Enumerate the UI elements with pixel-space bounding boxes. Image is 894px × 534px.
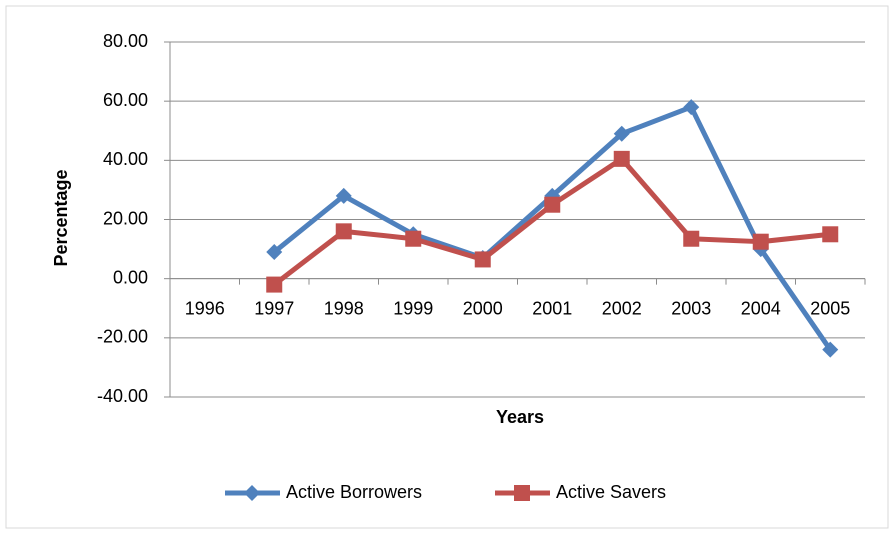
legend-marker: [244, 485, 260, 501]
legend-label: Active Borrowers: [286, 482, 422, 502]
y-tick-label: 60.00: [103, 90, 148, 110]
data-point: [822, 226, 839, 243]
y-tick-label: 0.00: [113, 267, 148, 287]
chart-frame: [5, 5, 889, 529]
data-point: [683, 99, 700, 116]
data-point: [474, 251, 491, 268]
data-point: [266, 244, 283, 261]
y-tick-label: 80.00: [103, 31, 148, 51]
data-point: [613, 125, 630, 142]
data-point: [405, 230, 422, 247]
x-tick-label: 2004: [741, 298, 781, 318]
y-axis-title: Percentage: [51, 169, 71, 266]
data-point: [613, 150, 630, 167]
x-tick-label: 2002: [602, 298, 642, 318]
data-point: [822, 341, 839, 358]
data-point: [335, 223, 352, 240]
y-tick-label: -40.00: [97, 386, 148, 406]
x-tick-label: 2001: [532, 298, 572, 318]
legend-label: Active Savers: [556, 482, 666, 502]
x-axis-title: Years: [496, 407, 544, 427]
legend-marker: [514, 485, 530, 501]
y-tick-label: -20.00: [97, 327, 148, 347]
x-tick-label: 1996: [185, 298, 225, 318]
data-point: [683, 230, 700, 247]
data-point: [544, 196, 561, 213]
x-tick-label: 1999: [393, 298, 433, 318]
x-tick-label: 1997: [254, 298, 294, 318]
x-tick-label: 2003: [671, 298, 711, 318]
data-point: [335, 187, 352, 204]
x-tick-label: 2000: [463, 298, 503, 318]
x-tick-label: 1998: [324, 298, 364, 318]
y-tick-label: 40.00: [103, 149, 148, 169]
data-point: [752, 233, 769, 250]
x-tick-label: 2005: [810, 298, 850, 318]
y-tick-label: 20.00: [103, 208, 148, 228]
data-point: [266, 276, 283, 293]
